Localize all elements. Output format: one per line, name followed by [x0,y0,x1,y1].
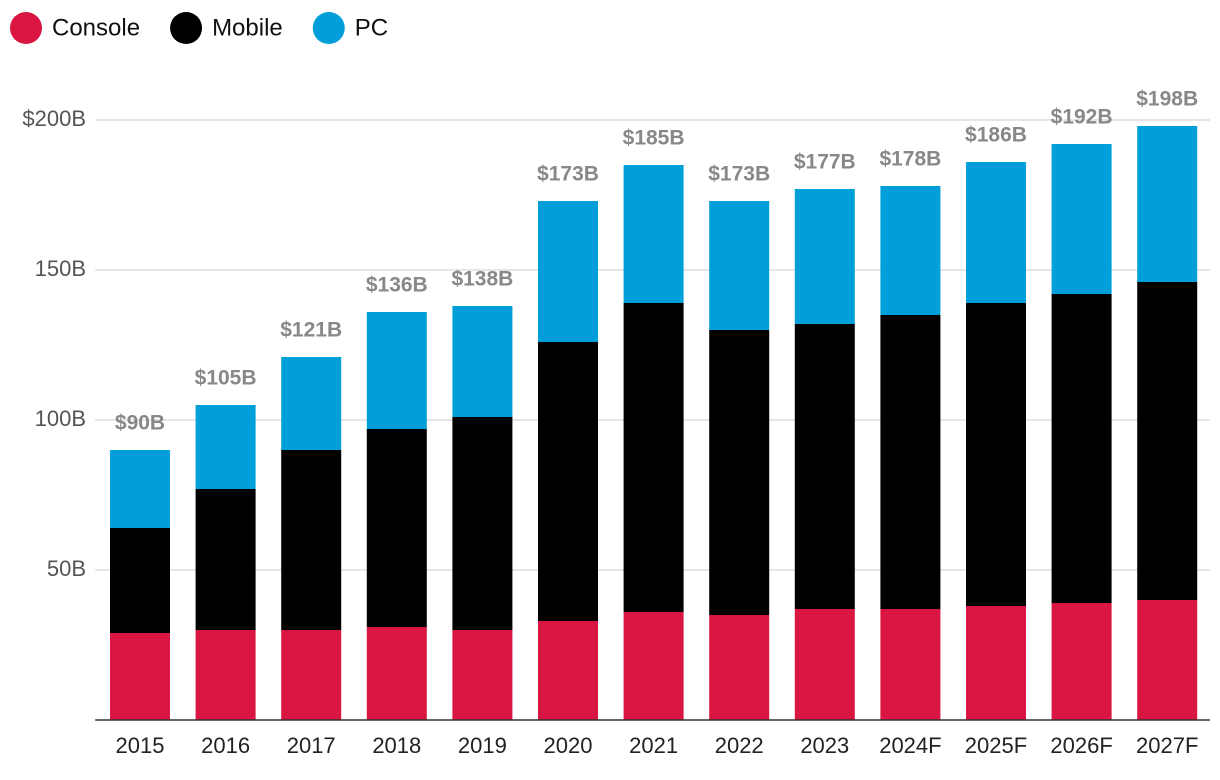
bar-segment [366,312,427,429]
bar-segment [623,165,684,303]
total-label: $105B [195,367,257,390]
bar-segment [709,615,770,720]
bar-segment [452,630,513,720]
bar-segment [281,357,342,450]
y-tick-label: 150B [35,256,86,281]
bar-segment [623,612,684,720]
x-tick-label: 2025F [965,733,1027,758]
total-label: $186B [965,124,1027,147]
bar-segment [538,621,598,720]
x-tick-label: 2019 [458,733,507,758]
bar-segment [452,306,513,417]
legend-label: Console [52,14,140,41]
total-label: $185B [623,127,685,150]
bar-segment [195,630,256,720]
bar-segment [794,189,855,324]
total-label: $173B [708,163,770,186]
bar-segment [110,633,170,720]
bar-segment [709,330,770,615]
total-label: $177B [794,151,856,174]
bar-segment [110,528,170,633]
x-tick-label: 2022 [715,733,764,758]
y-tick-label: 100B [35,406,86,431]
bar-segment [1051,294,1112,603]
bar-segment [966,162,1026,303]
bar-segment [794,609,855,720]
x-tick-label: 2023 [800,733,849,758]
x-tick-label: 2024F [879,733,941,758]
x-tick-label: 2018 [372,733,421,758]
x-tick-label: 2027F [1136,733,1198,758]
x-tick-label: 2016 [201,733,250,758]
bar-segment [110,450,170,528]
total-label: $198B [1136,88,1198,111]
bar-segment [538,201,598,342]
bar-segment [366,627,427,720]
legend-label: Mobile [212,14,283,41]
bar-segment [195,489,256,630]
x-tick-label: 2021 [629,733,678,758]
bar-segment [1137,600,1198,720]
y-tick-label: $200B [22,106,86,131]
legend-label: PC [355,14,388,41]
x-tick-label: 2026F [1050,733,1112,758]
legend-swatch [10,12,42,44]
bar-segment [538,342,598,621]
legend-swatch [312,12,345,44]
total-label: $90B [115,412,165,435]
bar-segment [281,630,342,720]
bar-segment [623,303,684,612]
bar-segment [1051,144,1112,294]
bar-segment [281,450,342,630]
bar-segment [966,606,1026,720]
bar-segment [709,201,770,330]
total-label: $178B [879,148,941,171]
legend-swatch [170,12,203,44]
total-label: $173B [537,163,599,186]
x-tick-label: 2020 [544,733,593,758]
bar-segment [366,429,427,627]
bar-segment [880,186,941,315]
bar-segment [1137,282,1198,600]
bar-segment [1137,126,1198,282]
x-tick-label: 2015 [116,733,165,758]
y-tick-label: 50B [47,556,86,581]
bar-segment [452,417,513,630]
total-label: $192B [1051,106,1113,129]
total-label: $136B [366,274,428,297]
bar-segment [794,324,855,609]
total-label: $138B [451,268,513,291]
bar-segment [1051,603,1112,720]
bar-segment [966,303,1026,606]
x-tick-label: 2017 [287,733,336,758]
total-label: $121B [280,319,342,342]
bar-segment [880,315,941,609]
bar-segment [880,609,941,720]
bar-segment [195,405,256,489]
